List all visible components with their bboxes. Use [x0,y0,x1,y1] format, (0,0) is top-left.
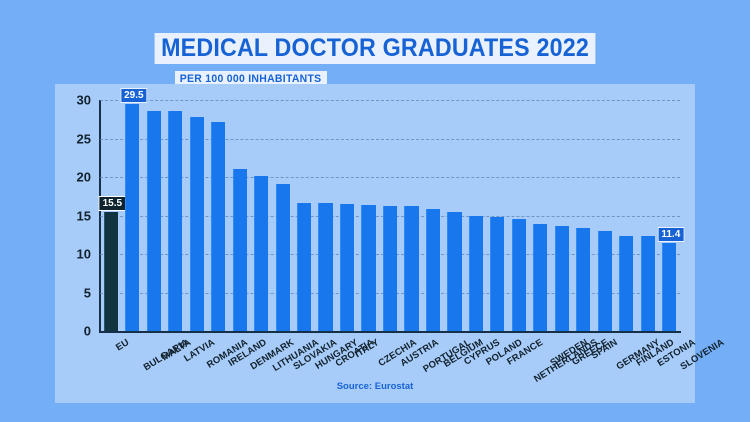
bar-france[interactable] [490,217,505,331]
bar-romania[interactable] [189,116,204,331]
gridline [100,177,680,178]
plot-area: 0 5 10 15 20 25 30 15.5 29.5 11.4 [77,87,685,339]
bar-austria[interactable] [382,206,398,331]
x-axis-label-eu: EU [114,337,132,354]
bar-bulgaria[interactable]: 29.5 [120,87,148,331]
y-axis-tick-label: 5 [83,285,91,300]
bar-latvia[interactable] [168,110,183,331]
bar-cyprus[interactable] [447,211,462,331]
bar-denmark[interactable] [232,168,247,331]
bar-italy[interactable] [339,203,355,331]
bar-portugal[interactable] [404,205,419,331]
bar-value-label: 15.5 [98,195,127,211]
bar-ireland[interactable] [211,121,226,331]
bar-finland[interactable] [619,235,634,331]
bar-greece[interactable] [554,225,569,331]
bar-hungary[interactable] [296,203,312,331]
bar-slovenia[interactable]: 11.4 [657,227,685,331]
title-block: MEDICAL DOCTOR GRADUATES 2022 [0,33,750,65]
y-axis-tick-label: 25 [76,131,91,146]
chart-panel: 0 5 10 15 20 25 30 15.5 29.5 11.4 EU BULGARIA MALT… [55,84,726,403]
bar-value-label: 29.5 [120,87,148,103]
page-title: MEDICAL DOCTOR GRADUATES 2022 [154,33,596,65]
bar-germany[interactable] [597,230,612,331]
gridline [100,100,680,101]
y-axis-tick-label: 15 [76,208,91,223]
bar-belgium[interactable] [425,208,441,331]
y-axis-tick-label: 0 [83,323,91,339]
bar-croatia[interactable] [318,203,333,331]
bar-slovakia[interactable] [275,183,290,331]
bar-eu[interactable]: 15.5 [98,195,127,331]
y-axis-tick-label: 30 [76,92,91,108]
bar-sweden[interactable] [533,223,548,331]
source-note: Source: Eurostat [336,381,414,392]
gridline [100,138,680,140]
bar-lithuania[interactable] [254,176,269,331]
bar-czechia[interactable] [361,204,376,331]
bar-malta[interactable] [146,110,161,331]
bar-value-label: 11.4 [657,227,685,243]
bar-spain[interactable] [576,227,591,331]
x-axis-line [99,331,681,333]
y-axis-tick-label: 10 [76,246,91,262]
bar-netherlands[interactable] [511,219,526,331]
bar-poland[interactable] [468,216,483,331]
bar-estonia[interactable] [640,236,655,331]
y-axis-tick-label: 20 [76,169,91,185]
